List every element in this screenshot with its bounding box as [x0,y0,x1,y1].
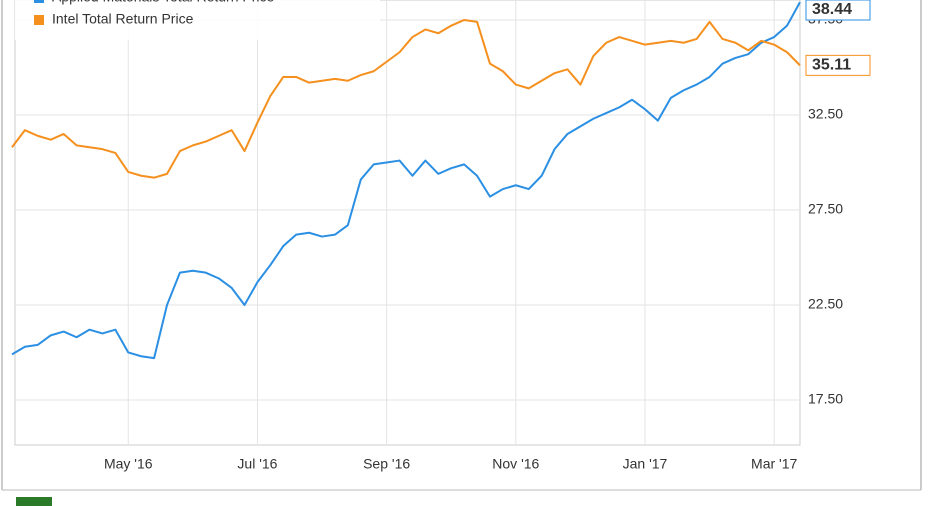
y-tick-label: 32.50 [808,106,843,122]
end-label-box [805,0,871,21]
x-tick-label: Mar '17 [751,456,797,472]
lines [11,1,801,360]
x-tick-label: Jul '16 [237,456,277,472]
end-label: 35.11 [812,57,851,74]
y-tick-label: 17.50 [808,391,843,407]
legend-label: Intel Total Return Price [52,11,194,27]
x-tick-label: Jan '17 [623,456,668,472]
y-tick-label: 22.50 [808,296,843,312]
end-label-box [805,54,871,76]
series-line [11,18,801,179]
end-label: 38.44 [812,1,852,18]
legend-swatch [34,0,44,3]
x-tick-label: Nov '16 [492,456,539,472]
grid [15,0,800,445]
x-tick-label: Sep '16 [363,456,410,472]
series-line [11,1,801,360]
y-tick-label: 27.50 [808,201,843,217]
legend-box [15,0,380,40]
legend-swatch [34,15,44,25]
x-tick-label: May '16 [104,456,153,472]
plot-border [14,0,801,446]
legend: Applied Materials Total Return Price Inte… [15,0,380,40]
logo [16,497,52,506]
legend-label: Applied Materials Total Return Price [52,0,275,5]
